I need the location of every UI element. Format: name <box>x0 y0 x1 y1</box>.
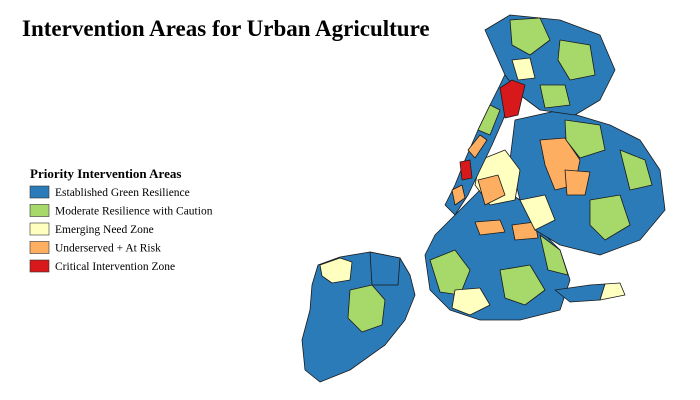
region <box>477 104 501 136</box>
region <box>539 84 571 109</box>
region <box>511 57 536 81</box>
region <box>539 234 569 276</box>
region <box>459 159 473 181</box>
region <box>474 219 506 236</box>
region <box>519 194 556 231</box>
legend-swatch <box>29 259 50 273</box>
region <box>499 264 546 306</box>
region <box>477 174 506 206</box>
region <box>619 149 653 191</box>
legend-swatch <box>29 204 50 217</box>
region <box>557 39 596 81</box>
legend-label: Established Green Resilience <box>55 187 190 199</box>
legend-swatch <box>29 241 50 254</box>
region <box>451 184 466 206</box>
legend-label: Moderate Resilience with Caution <box>55 206 213 218</box>
region <box>369 251 401 286</box>
region <box>589 194 631 241</box>
region <box>564 119 606 159</box>
region <box>467 134 488 159</box>
legend-swatch <box>29 222 50 236</box>
legend: Priority Intervention Areas Established … <box>29 166 213 273</box>
region <box>319 257 353 284</box>
legend-label: Underserved + At Risk <box>55 243 161 255</box>
region <box>511 221 539 241</box>
region <box>499 79 526 119</box>
legend-swatch <box>29 185 50 199</box>
region <box>599 282 626 301</box>
legend-label: Critical Intervention Zone <box>55 261 175 273</box>
region <box>451 287 491 316</box>
legend-title: Priority Intervention Areas <box>30 166 181 181</box>
region <box>429 249 471 296</box>
title: Intervention Areas for Urban Agriculture <box>22 16 430 41</box>
legend-label: Emerging Need Zone <box>55 224 154 236</box>
region <box>509 17 551 56</box>
map <box>301 14 666 383</box>
region <box>564 169 591 196</box>
